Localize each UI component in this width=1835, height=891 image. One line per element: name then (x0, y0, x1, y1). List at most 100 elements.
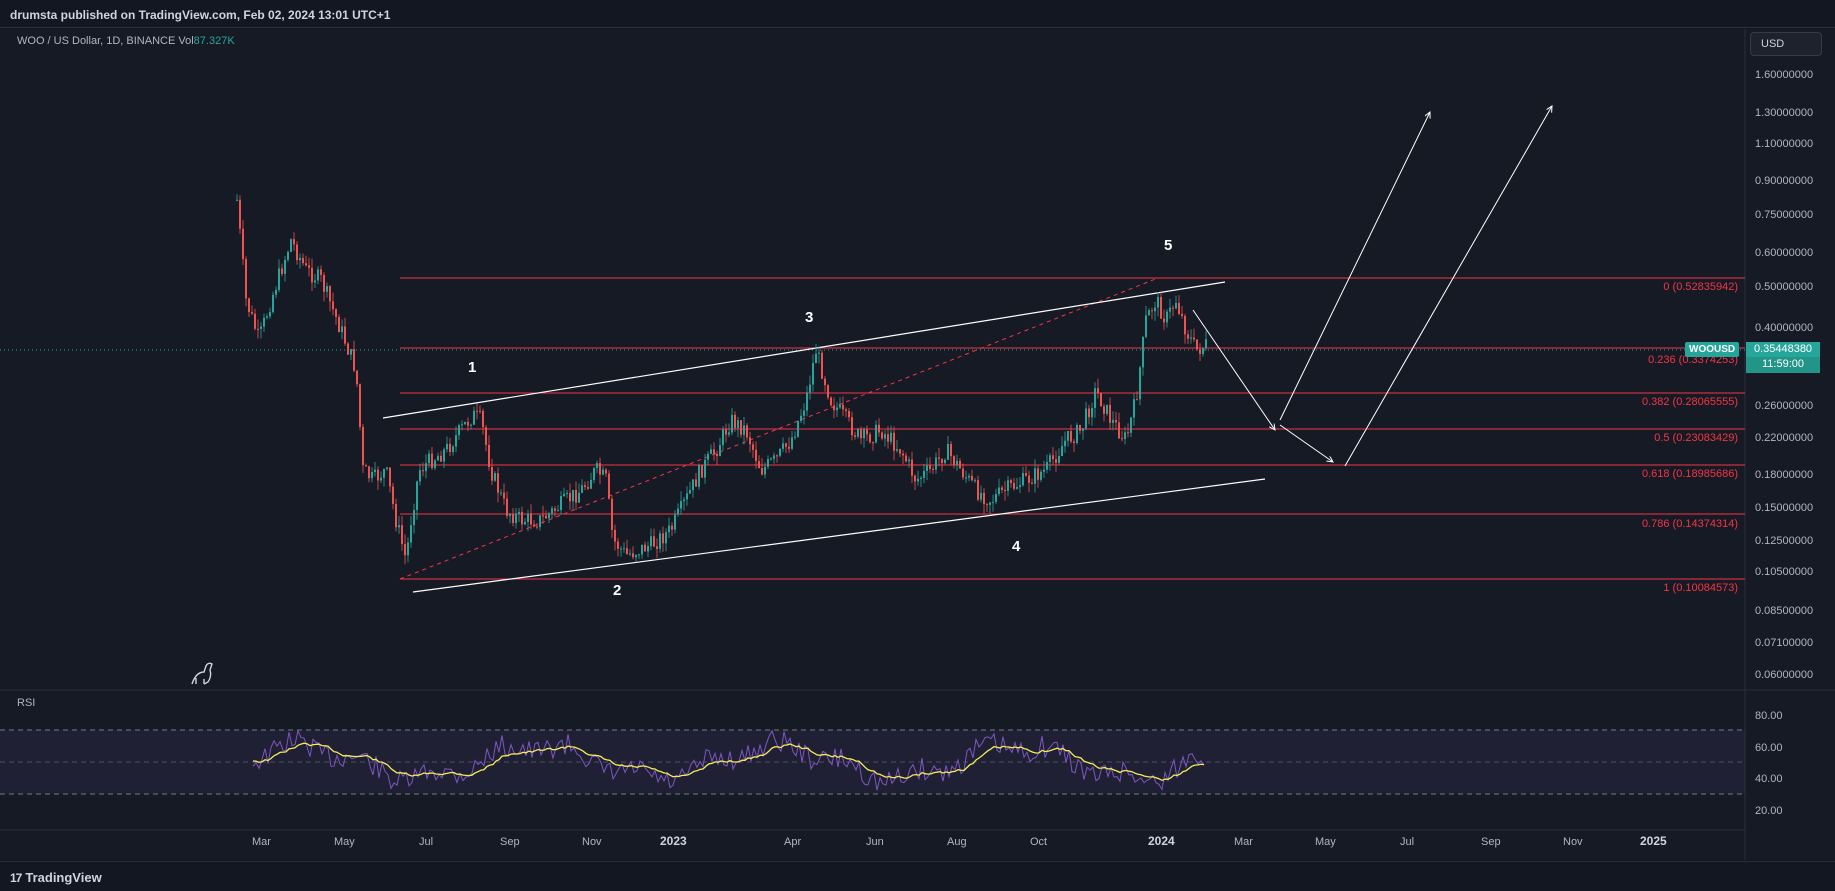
candle-body (959, 460, 961, 469)
candle-body (1112, 419, 1114, 423)
candle-body (641, 544, 643, 555)
fib-label-5: 0.5 (0.23083429) (1654, 432, 1738, 444)
candle-body (1169, 307, 1171, 312)
rsi-ma-line[interactable] (252, 742, 1205, 782)
candle-body (1184, 315, 1186, 335)
candle-body (899, 449, 901, 454)
candle-body (827, 385, 829, 398)
candle-body (809, 384, 811, 393)
candle-body (929, 465, 931, 469)
candle-body (518, 511, 520, 514)
candle-body (308, 265, 310, 268)
candle-body (371, 471, 373, 479)
candle-body (248, 298, 250, 313)
candle-body (869, 434, 871, 443)
candle-body (1118, 422, 1120, 439)
candle-body (680, 501, 682, 509)
candle-body (359, 384, 361, 427)
price-tick: 1.30000000 (1755, 107, 1813, 119)
candle-body (656, 546, 658, 549)
price-axis[interactable]: 1.60000000 1.30000000 1.10000000 0.90000… (1755, 69, 1813, 681)
fib-retracement[interactable] (400, 277, 1745, 580)
vol-value: 87.327K (193, 35, 235, 47)
candle-body (1127, 432, 1129, 434)
candle-body (893, 432, 895, 451)
candle-body (293, 239, 295, 245)
rsi-tick: 80.00 (1755, 710, 1783, 722)
candle-body (494, 473, 496, 481)
fib-labels: 0 (0.52835942) 0.236 (0.3374253) 0.382 (… (1642, 281, 1738, 594)
time-axis[interactable]: Mar May Jul Sep Nov 2023 Apr Jun Aug Oct… (252, 834, 1667, 848)
candle-body (551, 508, 553, 514)
candle-body (674, 514, 676, 530)
channel-lower-line[interactable] (412, 478, 1266, 593)
candle-body (974, 480, 976, 482)
candle-body (323, 274, 325, 292)
candle-body (407, 542, 409, 556)
candle-body (485, 427, 487, 445)
candle-body (1124, 432, 1126, 440)
price-tick: 0.40000000 (1755, 322, 1813, 334)
candle-body (383, 469, 385, 478)
candle-body (884, 434, 886, 439)
candle-body (953, 456, 955, 466)
arrow-down-1[interactable] (1192, 309, 1275, 430)
rsi-tick: 60.00 (1755, 742, 1783, 754)
candle-body (737, 420, 739, 429)
candle-body (950, 443, 952, 457)
tradingview-logo[interactable]: 17 TradingView (10, 870, 102, 885)
projection-arrows[interactable] (1192, 106, 1552, 467)
arrow-up-2[interactable] (1344, 106, 1552, 467)
rsi-label[interactable]: RSI (17, 697, 36, 709)
candle-body (887, 434, 889, 442)
candle-body (911, 459, 913, 476)
candle-body (923, 470, 925, 478)
candle-body (1034, 468, 1036, 484)
candle-body (932, 468, 934, 470)
candle-body (872, 442, 874, 444)
candle-body (773, 455, 775, 459)
candle-body (512, 514, 514, 523)
candle-body (755, 449, 757, 462)
time-tick: May (1315, 836, 1336, 848)
legend[interactable]: WOO / US Dollar, 1D, BINANCE Vol87.327K (17, 35, 235, 47)
candle-body (1097, 388, 1099, 393)
candle-body (1103, 406, 1105, 414)
arrow-up-1[interactable] (1279, 112, 1430, 421)
candle-body (479, 410, 481, 412)
candle-body (578, 492, 580, 503)
rsi-line[interactable] (252, 729, 1205, 791)
candle-body (326, 286, 328, 292)
candle-body (845, 409, 847, 412)
candle-body (1136, 399, 1138, 401)
currency-button[interactable]: USD (1750, 32, 1822, 56)
candle-body (1121, 438, 1123, 440)
candle-body (242, 228, 244, 260)
fib-label-786: 0.786 (0.14374314) (1642, 518, 1738, 530)
candle-body (404, 543, 406, 556)
candle-body (875, 424, 877, 443)
price-tick: 0.06000000 (1755, 669, 1813, 681)
candle-body (290, 239, 292, 252)
candle-body (1109, 404, 1111, 423)
candle-body (662, 533, 664, 544)
candle-body (380, 477, 382, 481)
price-candles[interactable] (236, 194, 1207, 565)
candle-body (821, 352, 823, 379)
candle-body (536, 526, 538, 528)
candle-body (341, 326, 343, 333)
arrow-down-2[interactable] (1279, 424, 1333, 462)
candle-body (584, 485, 586, 488)
candle-body (629, 553, 631, 555)
rsi-pane[interactable]: 80.00 60.00 40.00 20.00 (0, 710, 1783, 817)
candle-body (1178, 302, 1180, 314)
channel-upper-line[interactable] (382, 281, 1226, 419)
candle-body (1190, 337, 1192, 339)
candle-body (698, 465, 700, 487)
candle-body (812, 363, 814, 385)
candle-body (281, 268, 283, 274)
vol-label: Vol (178, 35, 194, 47)
chart-area[interactable] (0, 29, 1835, 860)
candle-body (539, 515, 541, 527)
